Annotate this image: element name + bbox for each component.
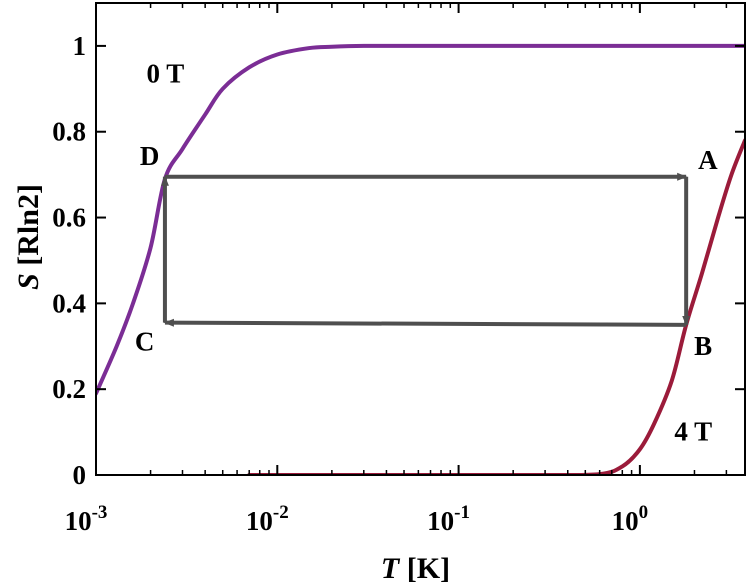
x-tick-label: 10-2 xyxy=(246,502,289,536)
y-axis-label-unit: [Rln2] xyxy=(12,184,45,273)
series-annotation-4t: 4 T xyxy=(674,417,712,447)
cycle-point-label-b: B xyxy=(694,331,712,361)
series-line-4t xyxy=(247,138,745,475)
series-line-0t xyxy=(96,43,745,396)
y-tick-label: 0.8 xyxy=(52,117,86,147)
y-tick-label: 0.2 xyxy=(52,374,86,404)
plot-frame xyxy=(95,2,746,476)
cycle-point-label-a: A xyxy=(698,145,718,175)
x-tick-label: 100 xyxy=(612,502,649,536)
x-axis-label: T [K] xyxy=(381,552,450,582)
cycle-point-label-d: D xyxy=(140,141,160,171)
x-axis-label-unit: [K] xyxy=(399,552,450,582)
plot-area: A B C D 0 T 4 T xyxy=(96,43,745,475)
y-tick-label: 0.4 xyxy=(52,288,86,318)
cycle-path: A B C D xyxy=(135,141,718,361)
series-lines xyxy=(96,43,745,475)
x-tick-label: 10-1 xyxy=(427,502,470,536)
y-axis-label: S [Rln2] xyxy=(12,184,45,290)
y-tick-label: 0 xyxy=(73,460,87,490)
axis-labels: 0 0.2 0.4 0.6 0.8 1 10-3 10-2 10-1 100 xyxy=(52,31,648,536)
series-annotation-0t: 0 T xyxy=(147,58,185,88)
y-tick-label: 1 xyxy=(73,31,87,61)
cycle-arrow-b-c xyxy=(163,318,687,327)
x-axis-label-symbol: T xyxy=(381,552,401,582)
y-tick-label: 0.6 xyxy=(52,203,86,233)
y-axis-label-symbol: S xyxy=(12,273,45,290)
cycle-point-label-c: C xyxy=(135,327,155,357)
x-tick-label: 10-3 xyxy=(65,502,108,536)
axis-ticks xyxy=(95,3,745,476)
